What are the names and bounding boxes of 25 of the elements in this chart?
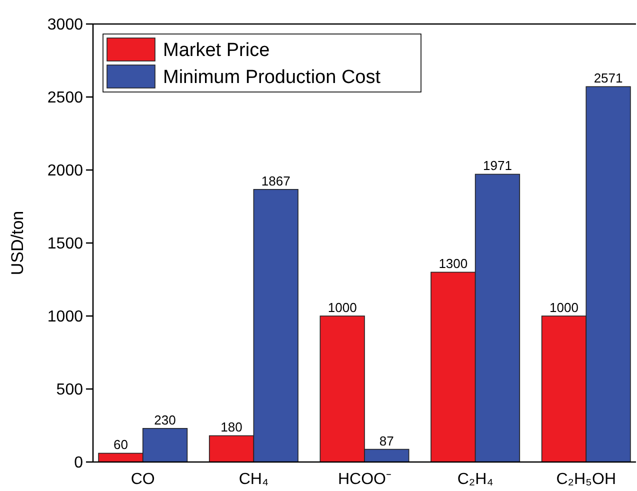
data-label: 60 [113,437,128,452]
x-tick-label: C₂H₅OH [556,471,616,488]
data-label: 1867 [261,173,290,188]
data-label: 1000 [550,300,578,315]
data-label: 1971 [483,158,512,174]
x-tick-label: C₂H₄ [457,471,494,488]
data-label: 1300 [438,256,468,272]
x-tick-label: CO [130,471,155,488]
y-axis-title: USD/ton [8,210,27,276]
y-tick-label: 2000 [47,162,84,180]
y-tick-label: 2500 [47,90,84,107]
y-tick-label: 3000 [47,16,84,34]
y-tick-label: 0 [74,454,84,472]
y-tick-label: 1500 [47,236,84,253]
data-label: 2571 [594,70,623,86]
legend-label: Market Price [163,40,270,61]
data-label: 1000 [328,300,357,315]
legend-label: Minimum Production Cost [163,67,382,88]
data-label: 87 [379,433,394,448]
data-label: 180 [220,420,242,435]
x-tick-label: CH₄ [238,471,269,488]
data-label: 230 [154,412,176,428]
y-tick-label: 500 [56,382,84,399]
y-tick-label: 1000 [47,308,84,326]
x-tick-label: HCOO⁻ [338,471,391,488]
